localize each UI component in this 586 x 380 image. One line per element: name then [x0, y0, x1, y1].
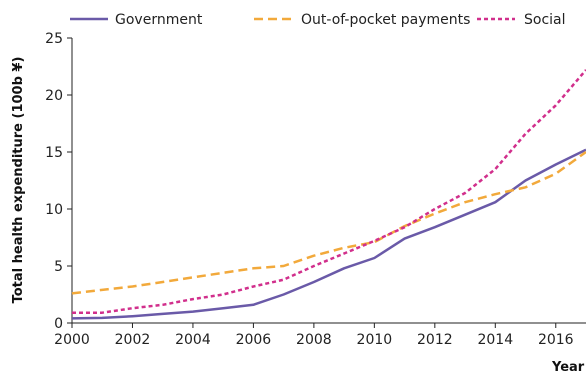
x-tick-label: 2008 [296, 332, 332, 348]
series-line-government [71, 148, 586, 320]
y-tick-label: 15 [45, 145, 63, 161]
series-line-social [72, 69, 586, 314]
x-ticks: 2000 2002 2004 2006 2008 2010 2012 2014 2016 [54, 323, 574, 348]
y-axis-title: Total health expenditure (100b ¥) [11, 57, 26, 304]
y-tick-label: 25 [45, 31, 63, 47]
y-tick-label: 20 [45, 88, 63, 104]
x-tick-label: 2014 [477, 332, 513, 348]
y-tick-label: 10 [45, 202, 63, 218]
x-tick-label: 2004 [175, 332, 211, 348]
x-tick-label: 2016 [538, 332, 574, 348]
x-tick-label: 2010 [357, 332, 393, 348]
x-tick-label: 2000 [54, 332, 90, 348]
y-tick-label: 5 [54, 259, 63, 275]
legend-label-out-of-pocket: Out-of-pocket payments [301, 12, 470, 28]
legend-label-government: Government [115, 12, 203, 28]
x-tick-label: 2002 [115, 332, 151, 348]
series-lines [71, 69, 586, 320]
axes [71, 38, 586, 324]
y-ticks: 0 5 10 15 20 25 [45, 31, 72, 332]
y-tick-label: 0 [54, 316, 63, 332]
x-tick-label: 2006 [236, 332, 272, 348]
legend: Government Out-of-pocket payments Social [70, 12, 566, 28]
series-line-out-of-pocket-payments [71, 150, 586, 295]
x-axis-title: Year [551, 360, 585, 375]
legend-label-social: Social [524, 12, 566, 28]
x-tick-label: 2012 [417, 332, 453, 348]
